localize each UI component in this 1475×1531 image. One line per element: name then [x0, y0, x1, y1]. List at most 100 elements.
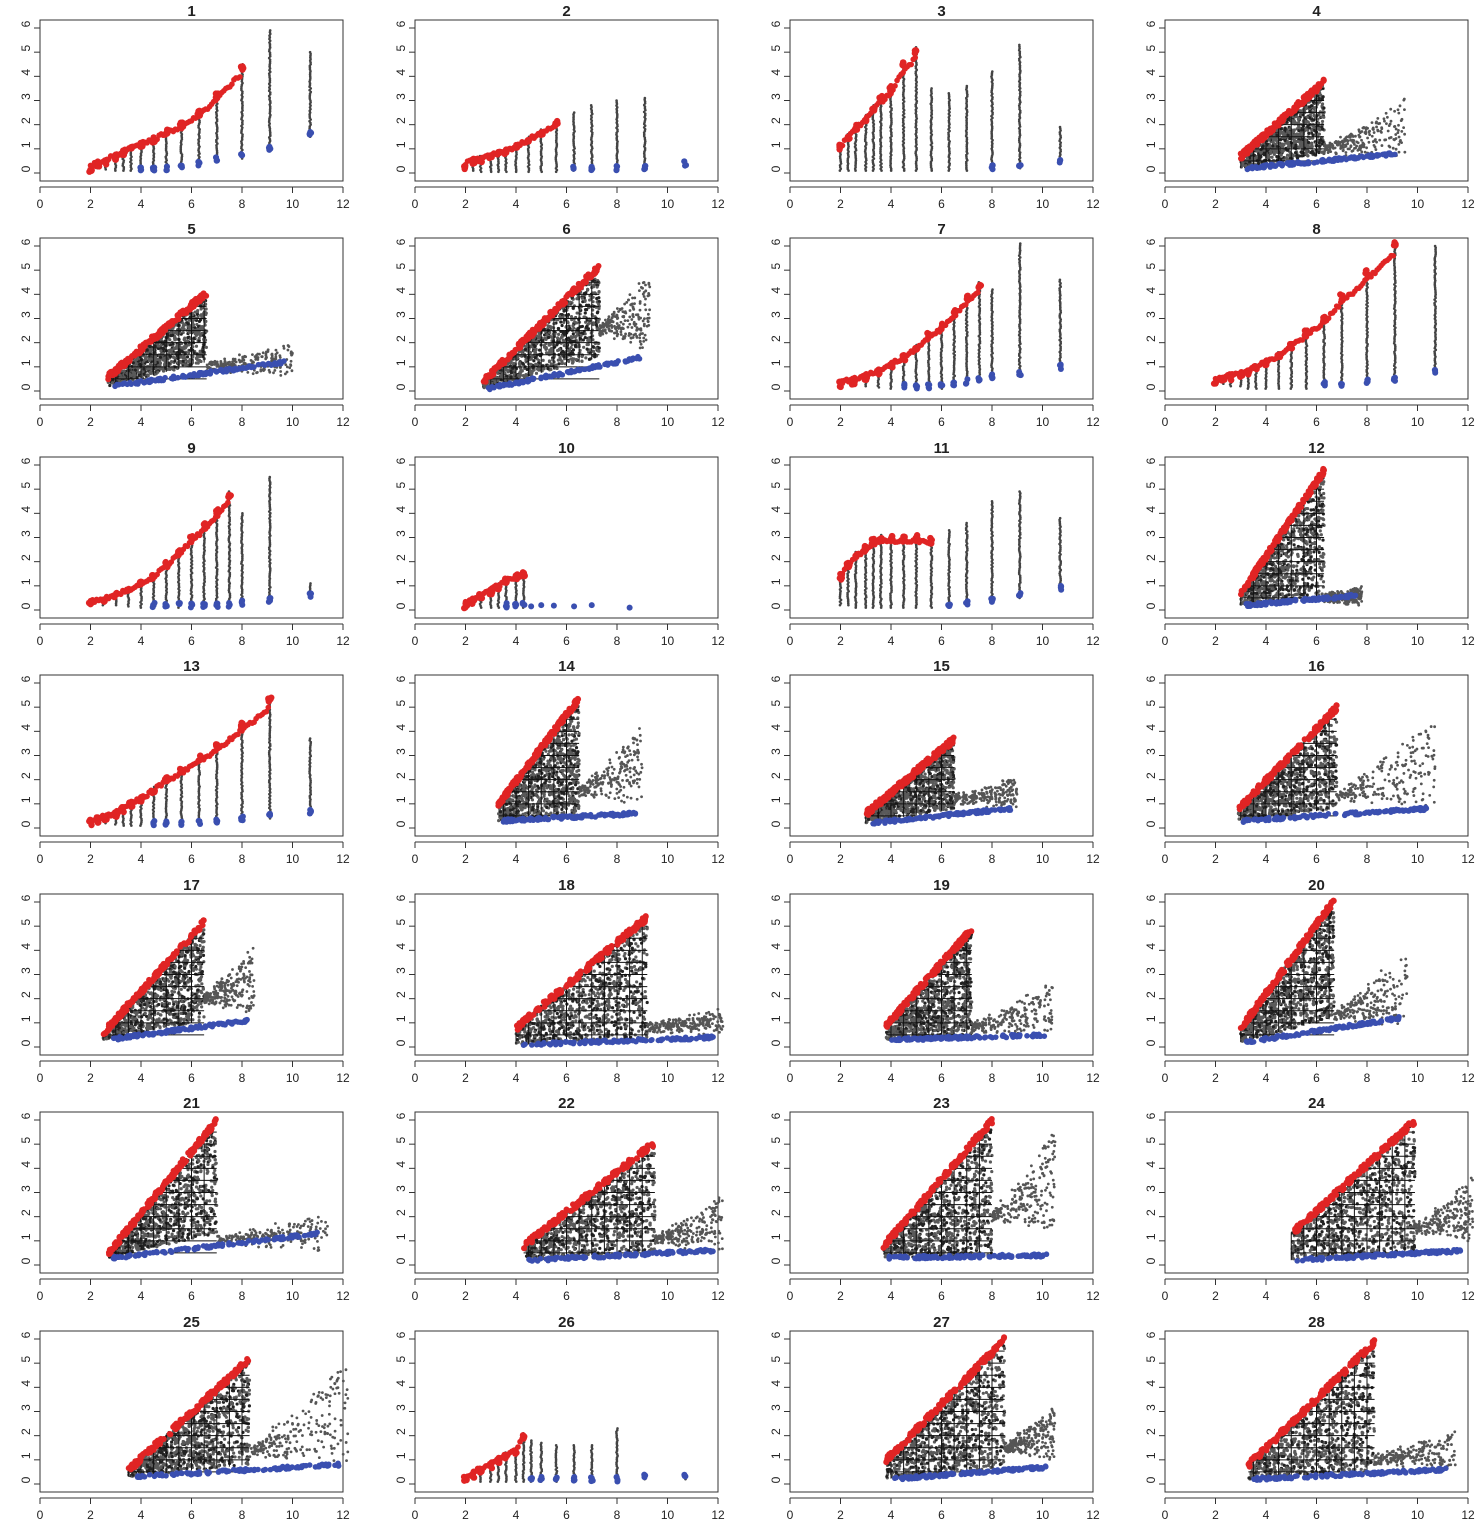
tail-point: [1361, 127, 1364, 130]
x-tick-label: 2: [837, 197, 844, 211]
tail-point: [1389, 108, 1392, 111]
tail-point: [1358, 130, 1361, 133]
tail-point: [1397, 124, 1400, 127]
upper-edge-point: [1286, 110, 1292, 116]
y-tick-label: 4: [19, 287, 33, 294]
tail-point: [1386, 116, 1389, 119]
tail-point: [283, 347, 286, 350]
body-point: [1283, 128, 1286, 131]
tail-point: [1399, 139, 1402, 142]
tail-point: [272, 371, 275, 374]
y-tick-label: 6: [394, 20, 408, 27]
body-point: [195, 361, 198, 364]
body-point: [1270, 156, 1273, 159]
lower-edge-point: [277, 359, 283, 365]
lower-edge-point: [1057, 157, 1063, 163]
lower-edge-point: [240, 365, 246, 371]
tail-point: [213, 363, 216, 366]
tail-point: [1397, 112, 1400, 115]
body-point: [1306, 115, 1309, 118]
x-tick-label: 12: [336, 415, 350, 429]
y-tick-label: 3: [394, 311, 408, 318]
tail-point: [290, 360, 293, 363]
plot-box: [40, 20, 343, 181]
lower-edge-point: [266, 147, 272, 153]
y-tick-label: 1: [19, 359, 33, 366]
lower-edge-point: [251, 364, 257, 370]
lower-edge-point: [681, 158, 687, 164]
lower-edge-point: [1305, 161, 1311, 167]
body-point: [1312, 152, 1315, 155]
y-tick-label: 3: [19, 93, 33, 100]
body-point: [159, 349, 162, 352]
tail-point: [1383, 117, 1386, 120]
body-point: [185, 345, 188, 348]
body-point: [147, 374, 150, 377]
x-tick-label: 8: [1364, 197, 1371, 211]
body-point: [1304, 139, 1307, 142]
tail-point: [1340, 146, 1343, 149]
tail-point: [240, 359, 243, 362]
tail-point: [1345, 136, 1348, 139]
x-tick-label: 2: [462, 415, 469, 429]
x-tick-label: 6: [188, 197, 195, 211]
x-tick-label: 4: [138, 197, 145, 211]
lower-edge-point: [1335, 157, 1341, 163]
body-point: [1297, 129, 1300, 132]
panel-title: 2: [562, 3, 570, 20]
tail-point: [1365, 126, 1368, 129]
y-tick-label: 4: [19, 69, 33, 76]
tail-point: [1377, 122, 1380, 125]
tail-point: [267, 348, 270, 351]
tail-point: [1378, 139, 1381, 142]
tail-point: [1376, 129, 1379, 132]
body-point: [991, 70, 994, 73]
tail-point: [1383, 120, 1386, 123]
tail-point: [1399, 104, 1402, 107]
y-tick-label: 3: [19, 311, 33, 318]
tail-point: [1360, 145, 1363, 148]
tail-point: [273, 369, 276, 372]
tail-point: [1379, 130, 1382, 133]
upper-edge-point: [201, 291, 207, 297]
body-point: [1322, 106, 1325, 109]
y-tick-label: 6: [19, 20, 33, 27]
tail-point: [1364, 131, 1367, 134]
body-point: [169, 355, 172, 358]
tail-point: [1362, 142, 1365, 145]
upper-edge-point: [151, 336, 157, 342]
body-point: [133, 373, 136, 376]
body-point: [1268, 156, 1271, 159]
panel-title: 1: [187, 3, 195, 20]
body-point: [172, 347, 175, 350]
tail-point: [256, 358, 259, 361]
y-tick-label: 1: [769, 141, 783, 148]
body-point: [142, 367, 145, 370]
body-point: [1317, 127, 1320, 130]
body-point: [1307, 121, 1310, 124]
x-tick-label: 0: [37, 197, 44, 211]
tail-point: [289, 364, 292, 367]
upper-edge-point: [143, 340, 149, 346]
upper-edge-point: [112, 371, 118, 377]
tail-point: [1368, 141, 1371, 144]
tail-point: [1393, 125, 1396, 128]
body-point: [572, 332, 575, 335]
body-point: [192, 351, 195, 354]
lower-edge-point: [1388, 152, 1394, 158]
x-tick-label: 12: [1461, 197, 1475, 211]
x-tick-label: 0: [412, 415, 419, 429]
body-point: [1287, 143, 1290, 146]
tail-point: [1403, 133, 1406, 136]
body-point: [1273, 151, 1276, 154]
body-point: [185, 363, 188, 366]
y-tick-label: 4: [394, 287, 408, 294]
body-point: [148, 345, 151, 348]
body-point: [1018, 44, 1021, 47]
x-tick-label: 8: [614, 197, 621, 211]
body-point: [1263, 153, 1266, 156]
